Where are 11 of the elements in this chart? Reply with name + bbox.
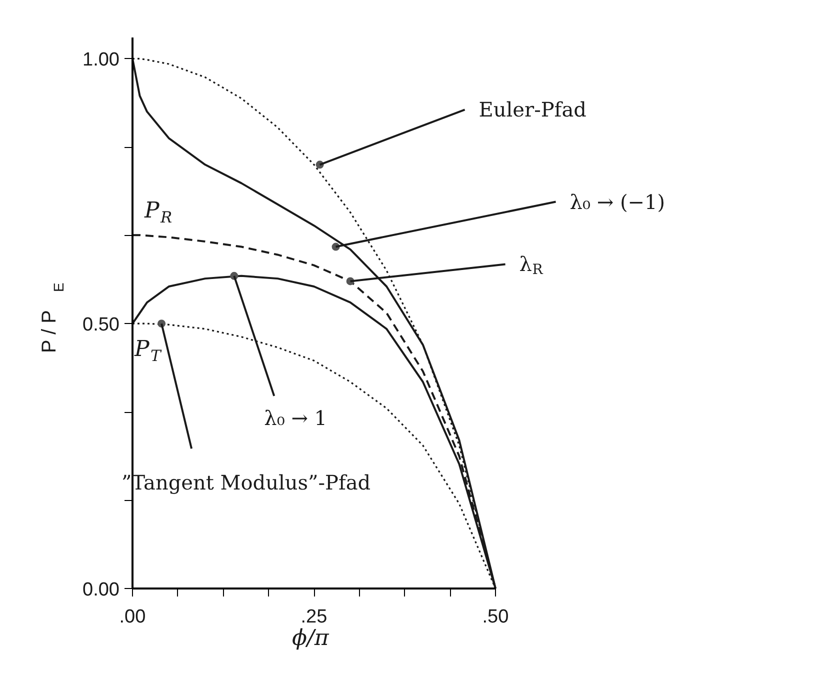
x-tick-label: .25 [300,606,328,628]
annotation: λ₀ → (−1) [570,190,666,214]
annotation: λ₀ → 1 [264,406,328,430]
annotation: Euler-Pfad [478,98,587,122]
x-axis-title: ϕ/π [292,626,330,651]
y-tick-label: 0.50 [82,314,120,336]
x-tick-label: .00 [119,606,146,628]
y-axis-title: P / PE [38,282,66,353]
y-tick-label: 0.00 [82,580,120,600]
x-tick-label: .50 [482,606,509,628]
y-tick-label: 1.00 [82,50,120,71]
